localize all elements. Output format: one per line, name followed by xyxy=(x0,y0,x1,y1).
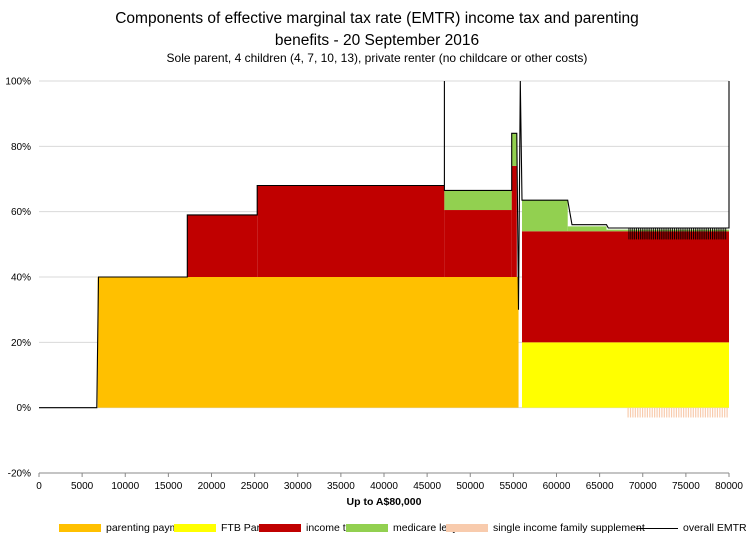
x-tick-label: 40000 xyxy=(370,481,398,492)
area-income-tax xyxy=(522,231,729,343)
legend-swatch-income-tax xyxy=(259,524,301,532)
area-ftb-part-a xyxy=(522,342,729,408)
legend-swatch-sifs xyxy=(446,524,488,532)
chart-title-line-2: benefits - 20 September 2016 xyxy=(274,32,480,49)
sifs-hatch xyxy=(627,407,728,418)
area-medicare-levy xyxy=(444,190,512,211)
chart-title-line-1: Components of effective marginal tax rat… xyxy=(115,10,639,27)
y-tick-label: 100% xyxy=(5,77,31,88)
x-tick-label: 55000 xyxy=(499,481,527,492)
legend-swatch-ftb-part-a xyxy=(174,524,216,532)
legend-swatch-overall-emtr xyxy=(636,527,678,529)
emtr-line xyxy=(39,80,730,409)
x-tick-label: 25000 xyxy=(241,481,269,492)
area-medicare-levy xyxy=(511,133,517,166)
legend-swatch-parenting-payment xyxy=(59,524,101,532)
area-income-tax xyxy=(511,165,517,277)
legend-item-ftb-part-a: FTB Part A xyxy=(174,522,272,534)
area-parenting-payment xyxy=(97,277,519,408)
legend-item-income-tax: income tax xyxy=(259,522,357,534)
y-tick-label: 80% xyxy=(11,142,31,153)
y-tick-label: 0% xyxy=(17,403,32,414)
legend: parenting payment FTB Part A income tax … xyxy=(0,522,754,540)
legend-item-medicare-levy: medicare levy xyxy=(346,522,458,534)
y-tick-label: -20% xyxy=(8,469,31,480)
x-tick-label: 20000 xyxy=(198,481,226,492)
x-tick-label: 15000 xyxy=(154,481,182,492)
x-tick-label: 30000 xyxy=(284,481,312,492)
area-medicare-levy xyxy=(606,229,729,232)
x-tick-label: 50000 xyxy=(456,481,484,492)
legend-label-parenting-payment: parenting payment xyxy=(106,522,193,534)
area-series xyxy=(97,133,729,408)
legend-swatch-medicare-levy xyxy=(346,524,388,532)
y-tick-label: 40% xyxy=(11,273,31,284)
legend-item-parenting-payment: parenting payment xyxy=(59,522,193,534)
area-income-tax xyxy=(444,210,512,277)
x-tick-label: 75000 xyxy=(672,481,700,492)
area-medicare-levy xyxy=(567,226,607,232)
chart-subtitle: Sole parent, 4 children (4, 7, 10, 13), … xyxy=(166,51,588,65)
x-tick-label: 70000 xyxy=(629,481,657,492)
x-tick-label: 35000 xyxy=(327,481,355,492)
y-tick-label: 20% xyxy=(11,338,31,349)
x-axis-ticks: 0 5000 10000 15000 20000 25000 30000 35000 40000… xyxy=(36,473,743,492)
y-axis-ticks: -20% 0% 20% 40% 60% 80% 100% xyxy=(5,77,31,480)
y-tick-label: 60% xyxy=(11,207,31,218)
x-tick-label: 80000 xyxy=(715,481,743,492)
area-income-tax xyxy=(257,185,445,277)
area-medicare-levy xyxy=(522,200,568,232)
legend-item-sifs: single income family supplement xyxy=(446,522,645,534)
x-tick-label: 5000 xyxy=(71,481,94,492)
x-tick-label: 0 xyxy=(36,481,42,492)
overall-emtr-line xyxy=(39,80,730,409)
legend-item-overall-emtr: overall EMTR xyxy=(636,522,747,534)
x-tick-label: 10000 xyxy=(111,481,139,492)
x-tick-label: 60000 xyxy=(543,481,571,492)
x-axis-label: Up to A$80,000 xyxy=(347,496,422,508)
x-tick-label: 45000 xyxy=(413,481,441,492)
legend-label-overall-emtr: overall EMTR xyxy=(683,522,747,534)
x-tick-label: 65000 xyxy=(586,481,614,492)
area-income-tax xyxy=(187,214,258,277)
legend-label-sifs: single income family supplement xyxy=(493,522,645,534)
legend-label-income-tax: income tax xyxy=(306,522,357,534)
legend-label-medicare-levy: medicare levy xyxy=(393,522,458,534)
